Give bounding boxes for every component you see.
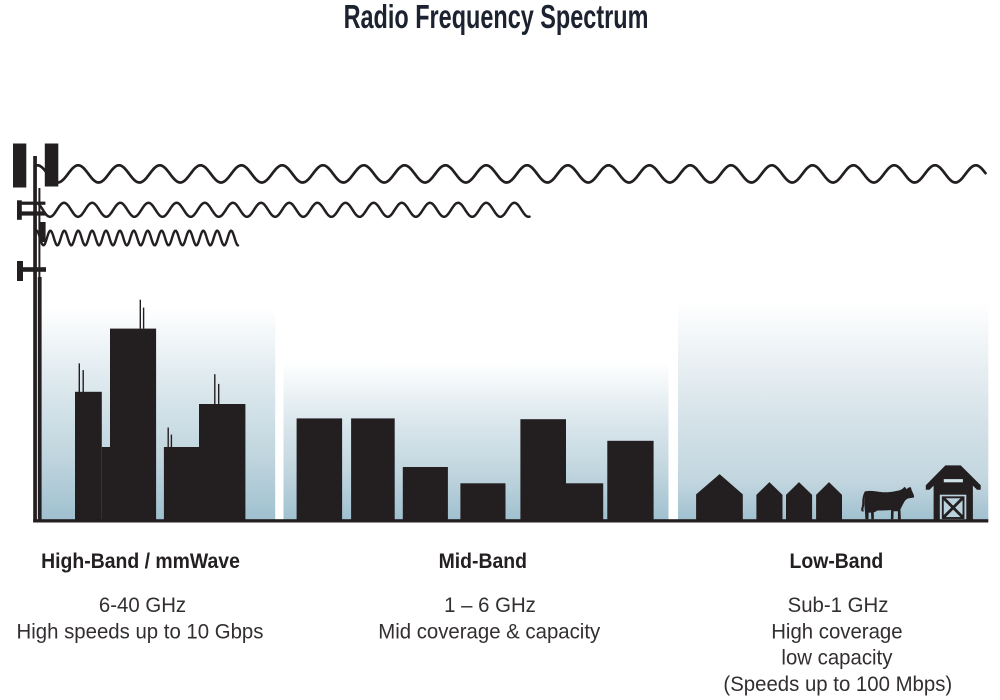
svg-text:Radio Frequency Spectrum: Radio Frequency Spectrum	[344, 0, 649, 36]
svg-text:High speeds up to 10 Gbps: High speeds up to 10 Gbps	[17, 620, 264, 644]
svg-text:Mid coverage & capacity: Mid coverage & capacity	[378, 620, 600, 644]
svg-text:High-Band / mmWave: High-Band / mmWave	[41, 550, 240, 573]
svg-text:Low-Band: Low-Band	[790, 550, 884, 573]
svg-text:High coverage: High coverage	[771, 620, 902, 644]
svg-text:Mid-Band: Mid-Band	[439, 550, 527, 573]
svg-text:(Speeds up to 100 Mbps): (Speeds up to 100 Mbps)	[723, 672, 952, 696]
svg-text:Sub-1 GHz: Sub-1 GHz	[788, 594, 889, 618]
svg-text:1 – 6 GHz: 1 – 6 GHz	[444, 594, 536, 618]
svg-text:low capacity: low capacity	[781, 646, 892, 670]
svg-text:6-40 GHz: 6-40 GHz	[99, 594, 186, 618]
